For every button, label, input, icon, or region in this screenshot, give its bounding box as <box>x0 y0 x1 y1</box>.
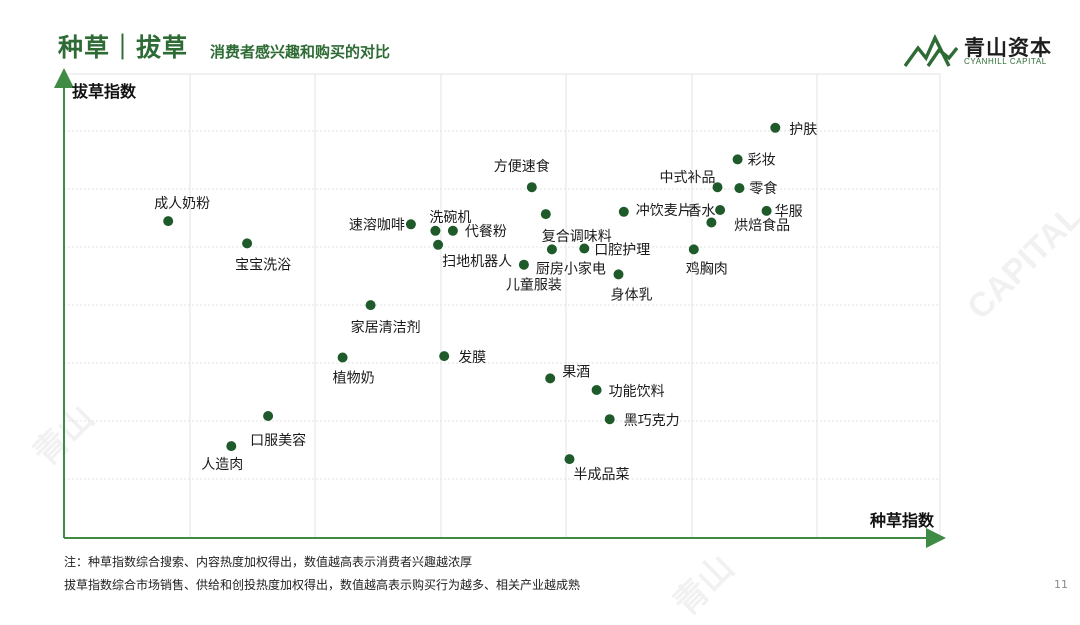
point-label: 复合调味料 <box>542 228 612 245</box>
scatter-point <box>706 217 717 228</box>
point-label: 成人奶粉 <box>154 196 210 212</box>
scatter-point <box>163 216 174 227</box>
point-label: 儿童服装 <box>506 277 562 294</box>
scatter-point <box>591 385 602 395</box>
point-label: 冲饮麦片 <box>636 203 692 219</box>
point-label: 彩妆 <box>748 152 776 168</box>
scatter-point <box>770 122 781 133</box>
point-label: 果酒 <box>562 364 590 380</box>
scatter-point <box>337 352 348 363</box>
footnote-line-1: 注：种草指数综合搜索、内容热度加权得出，数值越高表示消费者兴趣越浓厚 <box>64 555 473 569</box>
chart-grid <box>64 73 941 538</box>
footnote-line-2: 拔草指数综合市场销售、供给和创投热度加权得出，数值越高表示购买行为越多、相关产业… <box>64 578 581 592</box>
scatter-point <box>439 351 450 362</box>
scatter-point <box>564 454 575 465</box>
point-label: 发膜 <box>458 350 486 366</box>
scatter-point <box>579 243 590 254</box>
point-label: 零食 <box>749 180 777 197</box>
brand-name-en: CYANHILL CAPITAL <box>964 57 1047 66</box>
point-label: 洗碗机 <box>429 210 471 226</box>
scatter-point <box>613 269 624 280</box>
scatter-point <box>688 244 699 255</box>
scatter-point <box>618 206 629 217</box>
point-label: 植物奶 <box>333 371 375 387</box>
scatter-point <box>526 182 537 193</box>
point-label: 宝宝洗浴 <box>235 257 291 273</box>
point-label: 半成品菜 <box>574 467 630 483</box>
point-label: 华服 <box>775 204 803 220</box>
point-label: 身体乳 <box>611 287 653 303</box>
mountain-logo-icon <box>904 34 958 67</box>
scatter-point <box>546 244 557 255</box>
y-axis-label: 拔草指数 <box>72 82 137 101</box>
scatter-point <box>715 205 726 215</box>
point-label: 香水 <box>687 204 715 220</box>
point-label: 鸡胸肉 <box>686 260 728 277</box>
point-label: 烘焙食品 <box>734 217 790 234</box>
point-label: 速溶咖啡 <box>349 217 405 233</box>
page-number: 11 <box>1054 578 1068 591</box>
point-label: 扫地机器人 <box>442 254 512 270</box>
scatter-point <box>433 239 444 250</box>
scatter-point <box>447 225 458 236</box>
scatter-point <box>518 259 529 270</box>
scatter-point <box>545 373 556 384</box>
point-label: 功能饮料 <box>609 384 665 400</box>
point-label: 中式补品 <box>660 170 716 186</box>
point-label: 方便速食 <box>494 158 550 175</box>
point-label: 黑巧克力 <box>624 413 680 429</box>
point-label: 人造肉 <box>201 457 243 473</box>
scatter-point <box>734 183 745 194</box>
scatter-point <box>405 219 416 230</box>
brand-name-cn: 青山资本 <box>964 36 1052 60</box>
page-subtitle: 消费者感兴趣和购买的对比 <box>210 43 391 61</box>
point-label: 代餐粉 <box>465 224 507 240</box>
scatter-point <box>226 441 237 452</box>
x-axis-label: 种草指数 <box>869 511 935 530</box>
scatter-point <box>242 238 253 249</box>
point-label: 护肤 <box>789 122 817 138</box>
scatter-point <box>604 414 615 425</box>
point-label: 家居清洁剂 <box>351 319 421 336</box>
scatter-point <box>761 205 772 216</box>
scatter-point <box>540 209 551 220</box>
scatter-point <box>712 182 723 193</box>
scatter-point <box>732 154 743 165</box>
brand-logo: 青山资本 CYANHILL CAPITAL <box>904 32 1064 72</box>
scatter-point <box>263 411 274 421</box>
scatter-point <box>430 225 441 236</box>
scatter-point <box>365 300 376 311</box>
point-label: 口腔护理 <box>594 243 650 259</box>
point-label: 厨房小家电 <box>536 260 606 277</box>
page-title: 种草｜拔草 <box>58 33 189 62</box>
point-label: 口服美容 <box>250 432 306 449</box>
